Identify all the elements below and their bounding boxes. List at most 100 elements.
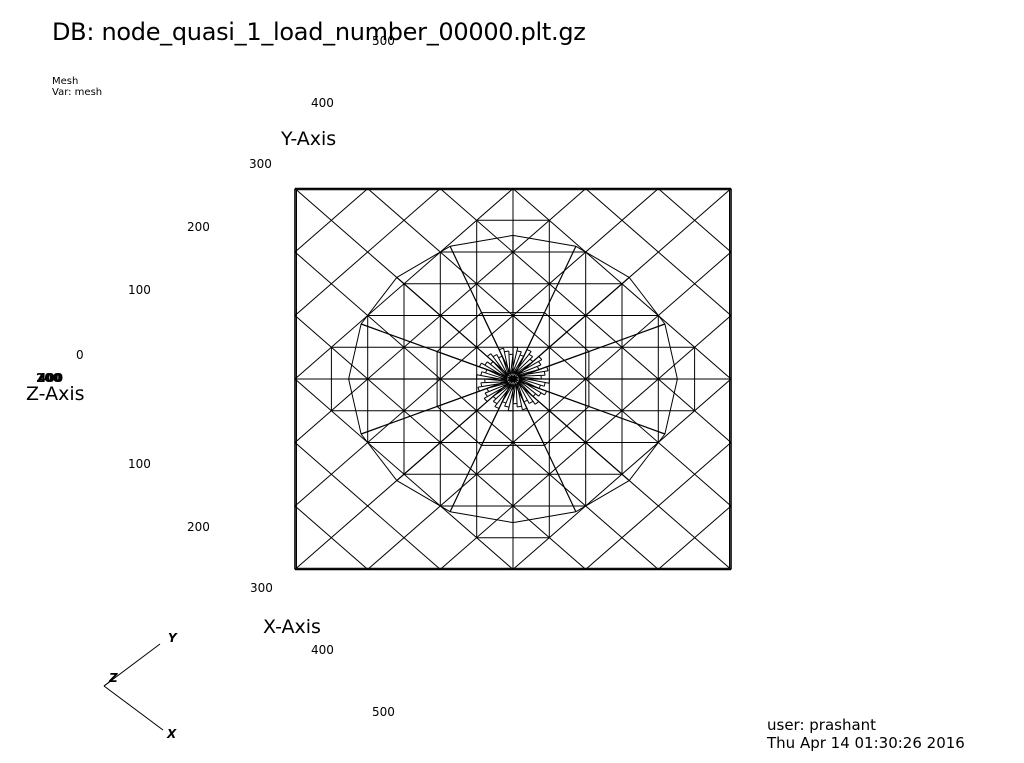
mesh-refinement (517, 369, 540, 376)
mesh-refinement (493, 400, 498, 404)
mesh-refinement (518, 377, 550, 384)
mesh-refinement (526, 349, 532, 352)
mesh-refinement (496, 354, 509, 377)
mesh-edge (544, 406, 590, 446)
mesh-refinement (483, 398, 488, 402)
mesh-refinement (492, 396, 497, 400)
mesh-refinement (516, 383, 523, 410)
mesh-refinement (517, 370, 549, 377)
mesh-edge (348, 378, 362, 435)
mesh-refinement (493, 354, 498, 358)
mesh-refinement (520, 354, 524, 357)
mesh-edge (360, 277, 398, 325)
mesh-refinement (484, 378, 508, 382)
mesh-refinement (512, 383, 516, 404)
mesh-edge (348, 323, 362, 380)
mesh-refinement (543, 382, 546, 387)
mesh-refinement (484, 382, 510, 394)
mesh-refinement (518, 380, 540, 397)
mesh-refinement (498, 355, 503, 359)
mesh-refinement (518, 378, 540, 389)
mesh-refinement (480, 381, 508, 384)
x-tick-label: 500 (372, 705, 395, 719)
mesh-refinement (494, 406, 500, 409)
mesh-refinement (528, 354, 533, 358)
x-tick-label: 300 (250, 581, 273, 595)
mesh-refinement (483, 383, 511, 399)
mesh-refinement (492, 383, 511, 397)
mesh-edge (628, 277, 666, 325)
mesh-wireframe (294, 187, 732, 571)
mesh-refinement (522, 407, 528, 411)
triad-y-line (103, 643, 161, 687)
x-tick-label: 400 (311, 643, 334, 657)
mesh-refinement (510, 354, 514, 375)
mesh-refinement (538, 385, 541, 389)
mesh-edge (396, 245, 451, 278)
mesh-refinement (517, 350, 522, 353)
mesh-refinement (503, 348, 510, 375)
plot-name: Mesh (52, 76, 79, 87)
database-title: DB: node_quasi_1_load_number_00000.plt.g… (52, 18, 586, 46)
mesh-refinement (504, 405, 509, 408)
mesh-refinement (484, 392, 488, 397)
mesh-refinement (516, 364, 542, 376)
mesh-refinement (532, 393, 536, 397)
mesh-refinement (492, 383, 512, 402)
mesh-refinement (478, 362, 482, 368)
mesh-refinement (485, 369, 488, 373)
mesh-refinement (494, 383, 513, 407)
mesh-refinement (486, 382, 509, 389)
mesh-edge (585, 188, 732, 316)
mesh-refinement (544, 390, 548, 396)
triad-z-label: Z (108, 671, 118, 685)
timestamp-label: Thu Apr 14 01:30:26 2016 (767, 734, 965, 752)
triad-z-line (103, 679, 113, 687)
mesh-refinement (490, 361, 494, 365)
mesh-refinement (504, 384, 515, 407)
user-label: user: prashant (767, 716, 877, 734)
mesh-refinement (515, 359, 543, 375)
plot-variable: Var: mesh (52, 87, 103, 98)
mesh-refinement (507, 384, 516, 411)
mesh-refinement (523, 399, 528, 403)
mesh-refinement (514, 356, 534, 375)
mesh-refinement (528, 400, 533, 404)
y-tick-label: 300 (249, 157, 272, 171)
mesh-refinement (484, 361, 488, 366)
mesh-refinement (480, 371, 483, 376)
mesh-edge (360, 433, 398, 481)
mesh-refinement (515, 383, 518, 408)
mesh-refinement (502, 401, 506, 404)
mesh-refinement (538, 361, 542, 366)
mesh-refinement (543, 371, 546, 376)
y-tick-label: 400 (311, 96, 334, 110)
z-tick-label: 400 (38, 371, 63, 385)
axis-triad (103, 643, 164, 731)
mesh-refinement (518, 376, 542, 380)
mesh-refinement (477, 381, 509, 388)
mesh-refinement (510, 347, 519, 374)
mesh-refinement (517, 381, 530, 404)
mesh-refinement (512, 355, 525, 374)
mesh-edge (664, 323, 678, 380)
mesh-refinement (529, 358, 534, 362)
mesh-refinement (492, 361, 508, 378)
mesh-edge (436, 312, 482, 352)
mesh-edge (512, 234, 576, 247)
z-axis-title: Z-Axis (26, 383, 85, 405)
y-axis-title: Y-Axis (280, 128, 336, 150)
mesh-refinement (518, 379, 545, 396)
mesh-edge (396, 480, 451, 513)
mesh-refinement (511, 351, 522, 374)
mesh-refinement (518, 374, 546, 377)
mesh-refinement (477, 387, 480, 392)
mesh-refinement (513, 351, 532, 375)
mesh-refinement (508, 350, 511, 375)
mesh-edge (294, 188, 441, 316)
mesh-refinement (517, 405, 522, 408)
mesh-edge (512, 511, 576, 524)
triad-y-label: Y (168, 631, 178, 645)
mesh-refinement (537, 366, 540, 370)
mesh-refinement (518, 377, 545, 387)
